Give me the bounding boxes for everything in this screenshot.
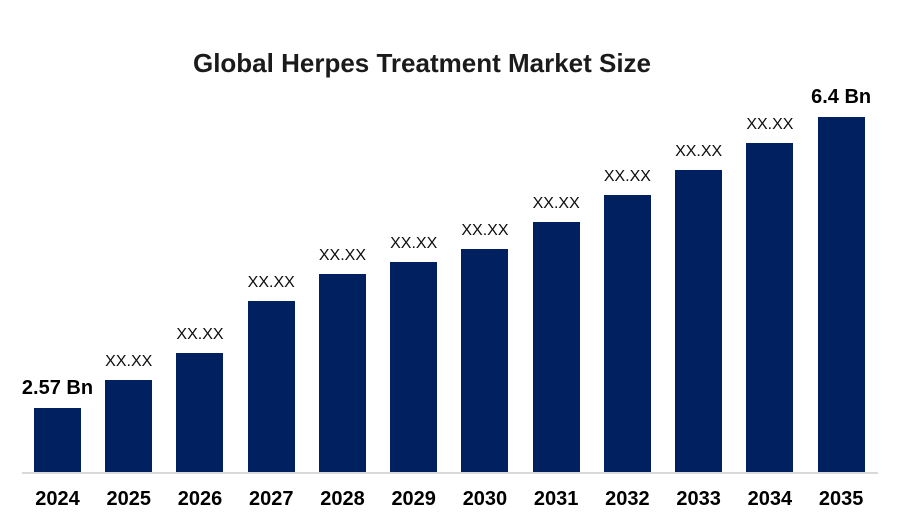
x-tick-2027: 2027 bbox=[248, 488, 294, 510]
bar-2031 bbox=[532, 222, 580, 472]
value-label-2033: XX.XX bbox=[675, 143, 723, 160]
value-label-2034: XX.XX bbox=[746, 116, 794, 133]
bar-group-2024: 2.57 Bn 2024 bbox=[22, 378, 93, 509]
value-label-2026: XX.XX bbox=[176, 326, 224, 343]
value-label-2024: 2.57 Bn bbox=[21, 377, 94, 399]
value-label-2035: 6.4 Bn bbox=[811, 86, 872, 108]
value-label-2027: XX.XX bbox=[247, 274, 295, 291]
bar-group-2032: XX.XX 2032 bbox=[603, 169, 651, 510]
bar-group-2030: XX.XX 2030 bbox=[461, 223, 509, 510]
bar-group-2031: XX.XX 2031 bbox=[532, 196, 580, 510]
bar-group-2027: XX.XX 2027 bbox=[247, 275, 295, 510]
bar-2028 bbox=[318, 274, 366, 472]
x-tick-2026: 2026 bbox=[177, 488, 223, 510]
bar-2026 bbox=[176, 353, 224, 472]
bar-group-2033: XX.XX 2033 bbox=[675, 144, 723, 510]
x-tick-2032: 2032 bbox=[605, 488, 650, 510]
value-label-2029: XX.XX bbox=[390, 235, 438, 252]
x-tick-2035: 2035 bbox=[818, 488, 864, 510]
x-tick-2034: 2034 bbox=[747, 488, 793, 510]
bar-group-2034: XX.XX 2034 bbox=[746, 117, 794, 510]
bar-2035 bbox=[817, 117, 865, 472]
bar-2029 bbox=[390, 262, 438, 472]
bar-group-2029: XX.XX 2029 bbox=[390, 236, 438, 510]
bar-2024 bbox=[34, 408, 81, 472]
bar-group-2028: XX.XX 2028 bbox=[318, 248, 366, 510]
value-label-2025: XX.XX bbox=[105, 353, 153, 370]
bar-2030 bbox=[461, 249, 509, 472]
bar-group-2026: XX.XX 2026 bbox=[176, 327, 224, 510]
x-tick-2033: 2033 bbox=[676, 488, 721, 510]
bar-group-2035: 6.4 Bn 2035 bbox=[811, 87, 871, 509]
x-tick-2029: 2029 bbox=[391, 488, 436, 510]
x-tick-2028: 2028 bbox=[320, 488, 365, 510]
x-tick-2031: 2031 bbox=[533, 488, 579, 510]
value-label-2032: XX.XX bbox=[603, 168, 651, 185]
x-tick-2030: 2030 bbox=[462, 488, 508, 510]
value-label-2031: XX.XX bbox=[532, 195, 580, 212]
bar-2032 bbox=[603, 195, 651, 472]
bar-2033 bbox=[675, 170, 723, 472]
bar-2027 bbox=[247, 301, 295, 472]
value-label-2030: XX.XX bbox=[461, 222, 509, 239]
x-tick-2024: 2024 bbox=[35, 488, 80, 510]
bar-group-2025: XX.XX 2025 bbox=[105, 354, 153, 510]
chart-title: Global Herpes Treatment Market Size bbox=[192, 48, 652, 78]
value-label-2028: XX.XX bbox=[318, 247, 367, 264]
x-axis-line bbox=[22, 471, 878, 474]
x-tick-2025: 2025 bbox=[106, 488, 151, 510]
bar-2034 bbox=[746, 143, 794, 472]
bar-2025 bbox=[105, 380, 153, 472]
